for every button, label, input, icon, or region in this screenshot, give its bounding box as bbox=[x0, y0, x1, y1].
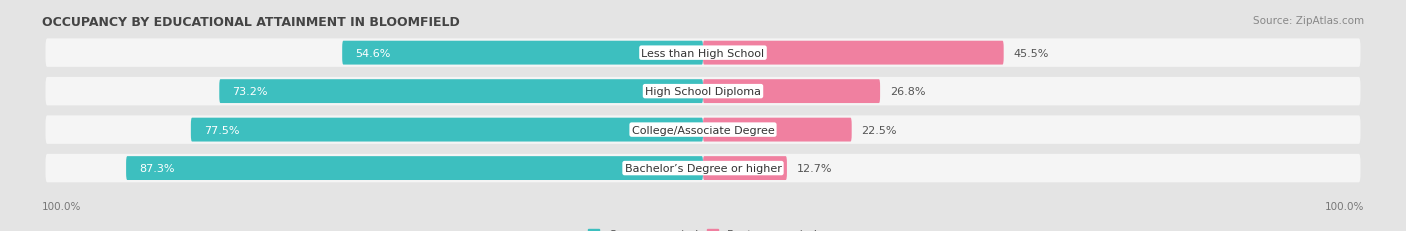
FancyBboxPatch shape bbox=[45, 154, 1361, 182]
FancyBboxPatch shape bbox=[45, 116, 1361, 144]
Text: Less than High School: Less than High School bbox=[641, 49, 765, 58]
Text: 77.5%: 77.5% bbox=[204, 125, 239, 135]
FancyBboxPatch shape bbox=[191, 118, 703, 142]
Text: OCCUPANCY BY EDUCATIONAL ATTAINMENT IN BLOOMFIELD: OCCUPANCY BY EDUCATIONAL ATTAINMENT IN B… bbox=[42, 16, 460, 29]
Text: 12.7%: 12.7% bbox=[797, 163, 832, 173]
FancyBboxPatch shape bbox=[342, 42, 703, 65]
FancyBboxPatch shape bbox=[703, 156, 787, 180]
Text: 73.2%: 73.2% bbox=[232, 87, 269, 97]
Text: 100.0%: 100.0% bbox=[1324, 201, 1364, 211]
Text: Bachelor’s Degree or higher: Bachelor’s Degree or higher bbox=[624, 163, 782, 173]
FancyBboxPatch shape bbox=[219, 80, 703, 103]
Text: 22.5%: 22.5% bbox=[862, 125, 897, 135]
Text: Source: ZipAtlas.com: Source: ZipAtlas.com bbox=[1253, 16, 1364, 26]
Legend: Owner-occupied, Renter-occupied: Owner-occupied, Renter-occupied bbox=[583, 225, 823, 231]
FancyBboxPatch shape bbox=[45, 39, 1361, 68]
Text: 54.6%: 54.6% bbox=[356, 49, 391, 58]
FancyBboxPatch shape bbox=[45, 78, 1361, 106]
FancyBboxPatch shape bbox=[703, 118, 852, 142]
Text: 87.3%: 87.3% bbox=[139, 163, 174, 173]
Text: College/Associate Degree: College/Associate Degree bbox=[631, 125, 775, 135]
FancyBboxPatch shape bbox=[703, 80, 880, 103]
FancyBboxPatch shape bbox=[703, 42, 1004, 65]
Text: 26.8%: 26.8% bbox=[890, 87, 925, 97]
Text: 45.5%: 45.5% bbox=[1014, 49, 1049, 58]
Text: 100.0%: 100.0% bbox=[42, 201, 82, 211]
FancyBboxPatch shape bbox=[127, 156, 703, 180]
Text: High School Diploma: High School Diploma bbox=[645, 87, 761, 97]
